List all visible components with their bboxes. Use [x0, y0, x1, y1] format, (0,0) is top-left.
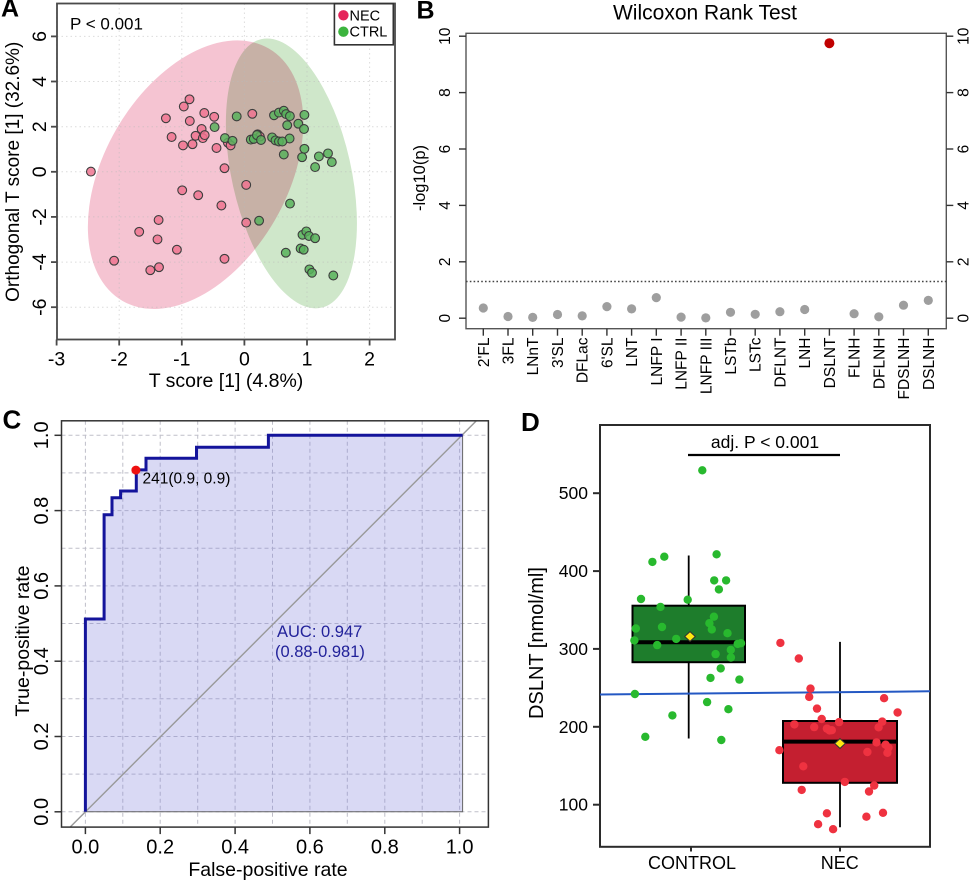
svg-text:-2: -2 — [111, 349, 128, 371]
svg-text:FDSLNH: FDSLNH — [896, 338, 913, 400]
svg-text:C: C — [3, 405, 22, 435]
svg-text:2: 2 — [956, 257, 971, 266]
svg-text:A: A — [1, 0, 19, 23]
svg-text:T score [1] (4.8%): T score [1] (4.8%) — [149, 370, 304, 392]
svg-text:DFLNT: DFLNT — [772, 337, 789, 387]
svg-text:0.8: 0.8 — [371, 837, 399, 859]
svg-text:True-positive rate: True-positive rate — [12, 565, 34, 716]
svg-text:0.8: 0.8 — [31, 497, 53, 525]
svg-text:400: 400 — [559, 561, 588, 581]
svg-text:LNT: LNT — [624, 337, 641, 367]
svg-text:LNFP III: LNFP III — [698, 338, 715, 395]
svg-text:(0.88-0.981): (0.88-0.981) — [275, 643, 365, 661]
svg-text:4: 4 — [29, 76, 51, 87]
svg-text:0: 0 — [239, 349, 250, 371]
svg-text:LNFP I: LNFP I — [649, 338, 666, 386]
svg-text:2'FL: 2'FL — [476, 337, 493, 367]
svg-text:False-positive rate: False-positive rate — [188, 859, 347, 881]
svg-text:0: 0 — [29, 166, 51, 177]
svg-text:4: 4 — [437, 201, 454, 210]
svg-text:10: 10 — [437, 27, 454, 45]
svg-text:LNFP II: LNFP II — [674, 338, 691, 390]
svg-text:-log10(p): -log10(p) — [411, 145, 429, 211]
svg-text:-6: -6 — [29, 299, 51, 316]
svg-text:241(0.9, 0.9): 241(0.9, 0.9) — [143, 471, 231, 488]
svg-text:0: 0 — [437, 314, 454, 323]
svg-text:6: 6 — [29, 31, 51, 42]
svg-text:200: 200 — [559, 717, 588, 737]
svg-text:DFLac: DFLac — [575, 337, 592, 383]
svg-text:-3: -3 — [48, 349, 65, 371]
svg-text:LSTb: LSTb — [723, 338, 740, 375]
svg-text:2: 2 — [364, 349, 375, 371]
svg-text:1.0: 1.0 — [446, 837, 474, 859]
svg-text:DFLNH: DFLNH — [871, 338, 888, 390]
svg-text:LNH: LNH — [797, 338, 814, 369]
svg-text:NEC: NEC — [350, 8, 381, 24]
svg-text:6: 6 — [956, 145, 971, 154]
svg-text:0.2: 0.2 — [146, 837, 174, 859]
svg-text:2: 2 — [437, 257, 454, 266]
svg-text:8: 8 — [956, 88, 971, 97]
svg-text:-2: -2 — [29, 208, 51, 225]
svg-text:CTRL: CTRL — [350, 25, 388, 41]
svg-text:10: 10 — [956, 27, 971, 45]
svg-text:2: 2 — [29, 121, 51, 132]
svg-text:DSLNT: DSLNT — [822, 337, 839, 388]
svg-text:adj. P < 0.001: adj. P < 0.001 — [711, 432, 819, 452]
svg-text:Orthogonal T score [1] (32.6%): Orthogonal T score [1] (32.6%) — [3, 42, 24, 302]
svg-text:-4: -4 — [29, 253, 51, 270]
svg-text:D: D — [521, 407, 540, 437]
svg-text:CONTROL: CONTROL — [648, 853, 736, 873]
svg-text:B: B — [417, 0, 435, 25]
svg-text:AUC: 0.947: AUC: 0.947 — [277, 623, 362, 641]
svg-text:LNnT: LNnT — [525, 337, 542, 375]
svg-text:6'SL: 6'SL — [599, 337, 616, 368]
svg-text:3'SL: 3'SL — [550, 337, 567, 368]
svg-text:6: 6 — [437, 145, 454, 154]
svg-text:P < 0.001: P < 0.001 — [70, 15, 143, 34]
svg-text:0.0: 0.0 — [71, 837, 99, 859]
svg-text:DSLNH: DSLNH — [921, 338, 938, 391]
svg-text:LSTc: LSTc — [748, 337, 765, 372]
svg-text:NEC: NEC — [821, 853, 859, 873]
svg-text:0.0: 0.0 — [31, 798, 53, 826]
svg-text:Wilcoxon Rank Test: Wilcoxon Rank Test — [613, 2, 797, 25]
svg-text:300: 300 — [559, 639, 588, 659]
svg-text:0.2: 0.2 — [31, 723, 53, 751]
svg-text:500: 500 — [559, 483, 588, 503]
svg-text:4: 4 — [956, 201, 971, 210]
svg-text:0.4: 0.4 — [31, 647, 53, 675]
svg-text:0: 0 — [956, 314, 971, 323]
svg-text:DSLNT [nmol/ml]: DSLNT [nmol/ml] — [526, 567, 548, 719]
svg-text:100: 100 — [559, 795, 588, 815]
svg-text:1: 1 — [302, 349, 313, 371]
svg-text:0.6: 0.6 — [31, 572, 53, 600]
svg-text:0.6: 0.6 — [296, 837, 324, 859]
svg-text:-1: -1 — [173, 349, 190, 371]
svg-text:FLNH: FLNH — [847, 338, 864, 378]
svg-text:8: 8 — [437, 88, 454, 97]
svg-text:0.4: 0.4 — [221, 837, 249, 859]
svg-text:3FL: 3FL — [501, 337, 518, 364]
svg-text:1.0: 1.0 — [31, 421, 53, 449]
